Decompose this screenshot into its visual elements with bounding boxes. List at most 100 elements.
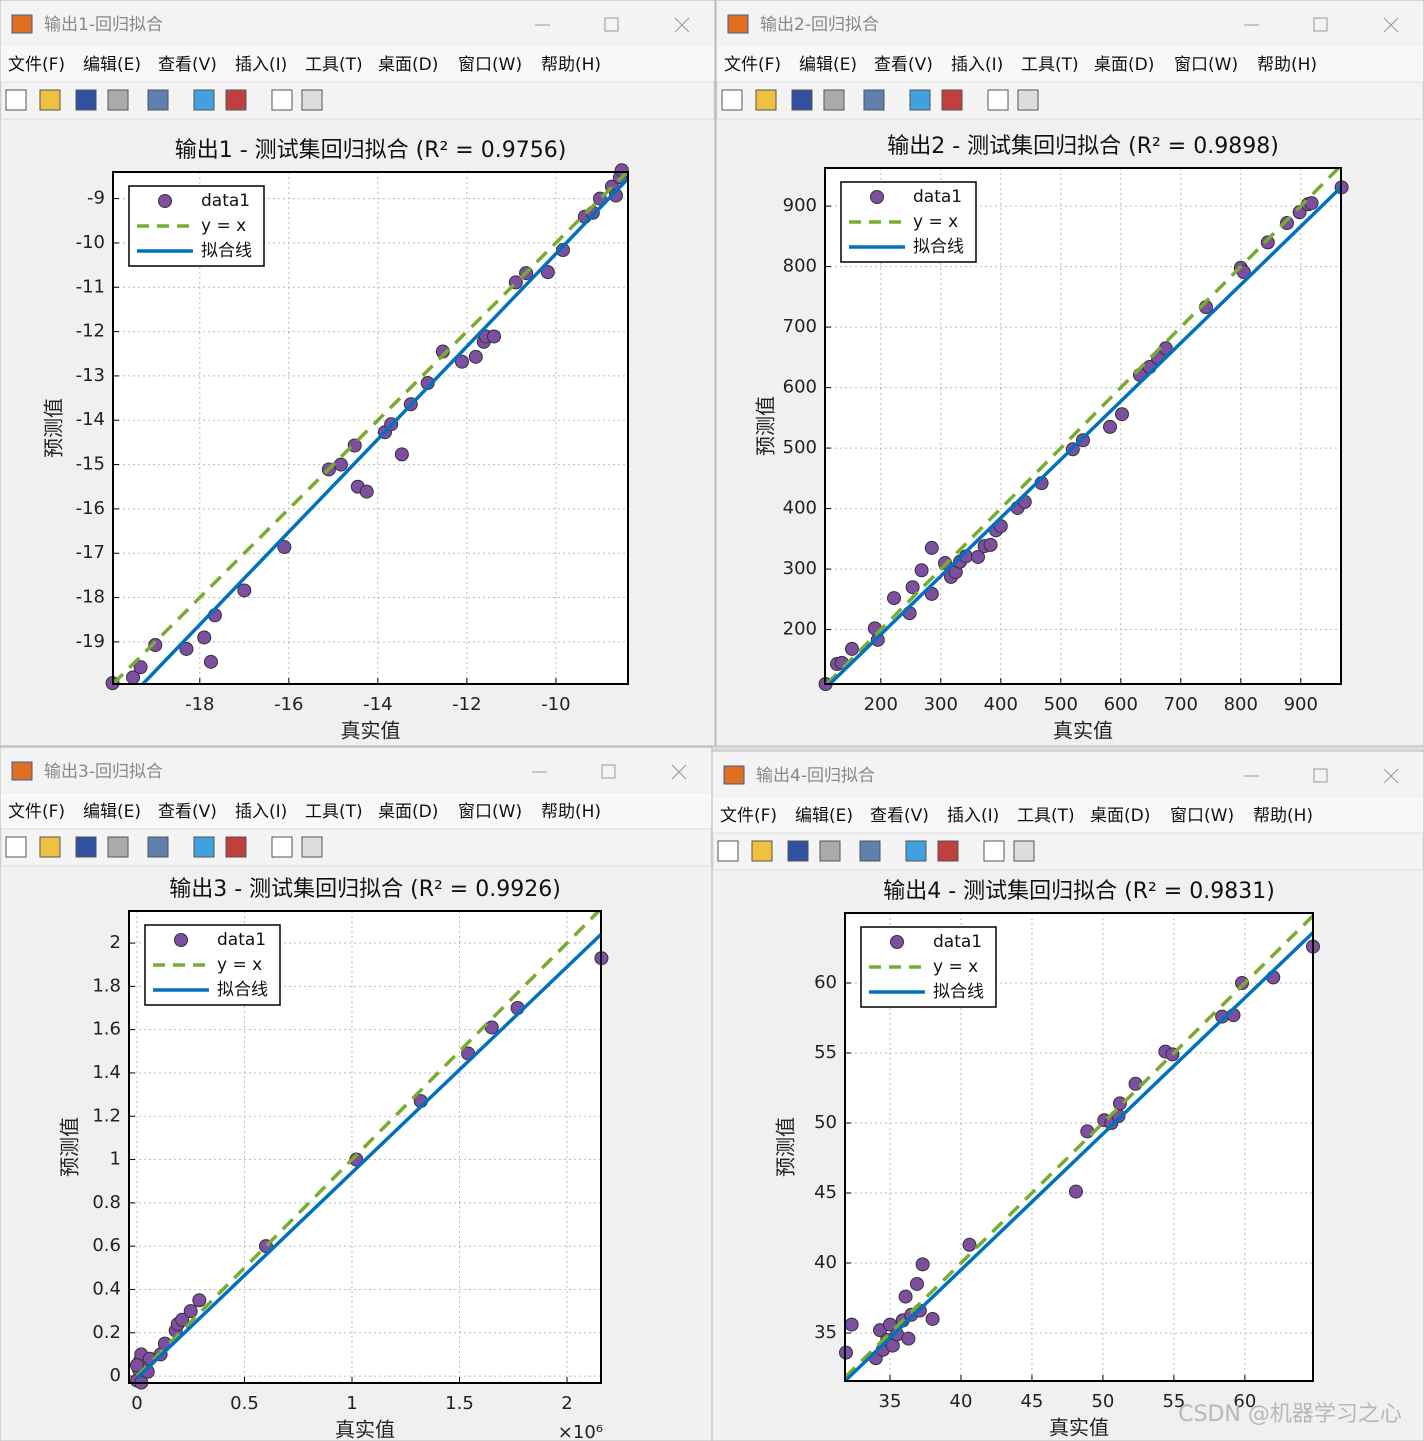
menu-item[interactable]: 窗口(W) <box>1174 55 1238 75</box>
menu-item[interactable]: 查看(V) <box>870 806 929 826</box>
menu-item[interactable]: 插入(I) <box>947 806 999 826</box>
maximize-button[interactable] <box>604 17 619 32</box>
toolbar-button[interactable] <box>193 89 215 111</box>
toolbar-button[interactable] <box>301 89 323 111</box>
x-tick-label: 60 <box>1233 1391 1256 1412</box>
toolbar-button[interactable] <box>271 836 293 858</box>
close-button[interactable] <box>674 17 690 33</box>
toolbar-button[interactable] <box>937 840 959 862</box>
menu-item[interactable]: 帮助(H) <box>541 55 601 75</box>
close-button[interactable] <box>1383 768 1399 784</box>
close-button[interactable] <box>1383 17 1399 33</box>
data-point <box>901 1331 916 1346</box>
app-icon <box>11 761 33 781</box>
toolbar-button[interactable] <box>225 836 247 858</box>
x-multiplier: ×10⁶ <box>558 1422 603 1441</box>
menu-item[interactable]: 窗口(W) <box>458 802 522 822</box>
window-title: 输出4-回归拟合 <box>756 766 875 786</box>
menu-item[interactable]: 窗口(W) <box>458 55 522 75</box>
y-tick-label: 600 <box>783 377 817 398</box>
x-tick-label: -10 <box>541 694 570 715</box>
menu-item[interactable]: 工具(T) <box>305 55 363 75</box>
menu-item[interactable]: 文件(F) <box>724 55 781 75</box>
toolbar-button[interactable] <box>225 89 247 111</box>
toolbar-button[interactable] <box>301 836 323 858</box>
maximize-button[interactable] <box>1313 17 1328 32</box>
toolbar-button[interactable] <box>147 89 169 111</box>
menu-item[interactable]: 桌面(D) <box>378 802 438 822</box>
menu-item[interactable]: 查看(V) <box>158 55 217 75</box>
y-tick-label: 1.6 <box>92 1019 121 1040</box>
toolbar-button[interactable] <box>1013 840 1035 862</box>
toolbar-button[interactable] <box>721 89 743 111</box>
menu-item[interactable]: 编辑(E) <box>799 55 857 75</box>
toolbar-button[interactable] <box>107 89 129 111</box>
close-button[interactable] <box>671 764 687 780</box>
chart-title: 输出4 - 测试集回归拟合 (R² = 0.9831) <box>883 879 1275 904</box>
menu-item[interactable]: 文件(F) <box>8 55 65 75</box>
toolbar-button[interactable] <box>909 89 931 111</box>
toolbar-button[interactable] <box>39 89 61 111</box>
menu-item[interactable]: 工具(T) <box>1021 55 1079 75</box>
menu-item[interactable]: 插入(I) <box>951 55 1003 75</box>
menu-item[interactable]: 查看(V) <box>158 802 217 822</box>
y-tick-label: -18 <box>76 587 105 608</box>
toolbar-button[interactable] <box>755 89 777 111</box>
menu-item[interactable]: 桌面(D) <box>378 55 438 75</box>
menu-item[interactable]: 工具(T) <box>305 802 363 822</box>
menu-item[interactable]: 桌面(D) <box>1090 806 1150 826</box>
toolbar-button[interactable] <box>147 836 169 858</box>
toolbar-button[interactable] <box>5 89 27 111</box>
maximize-button[interactable] <box>1313 768 1328 783</box>
data-point <box>971 549 985 564</box>
menu-item[interactable]: 编辑(E) <box>83 55 141 75</box>
menu-item[interactable]: 文件(F) <box>8 802 65 822</box>
toolbar-button[interactable] <box>941 89 963 111</box>
legend-label: 拟合线 <box>933 982 984 1002</box>
menu-item[interactable]: 工具(T) <box>1017 806 1075 826</box>
toolbar-button[interactable] <box>751 840 773 862</box>
toolbar-button[interactable] <box>859 840 881 862</box>
toolbar-button[interactable] <box>791 89 813 111</box>
toolbar-button[interactable] <box>787 840 809 862</box>
menu-item[interactable]: 插入(I) <box>235 55 287 75</box>
menu-item[interactable]: 帮助(H) <box>1253 806 1313 826</box>
menu-item[interactable]: 帮助(H) <box>1257 55 1317 75</box>
toolbar-button[interactable] <box>193 836 215 858</box>
menu-item[interactable]: 插入(I) <box>235 802 287 822</box>
menu-item[interactable]: 编辑(E) <box>83 802 141 822</box>
legend-marker <box>870 190 884 204</box>
menu-item[interactable]: 文件(F) <box>720 806 777 826</box>
title-bar <box>1 748 711 792</box>
menu-bar <box>717 46 1423 82</box>
toolbar-button[interactable] <box>905 840 927 862</box>
toolbar-button[interactable] <box>75 836 97 858</box>
legend-label: y = x <box>913 212 958 232</box>
toolbar-button[interactable] <box>717 840 739 862</box>
toolbar-button[interactable] <box>5 836 27 858</box>
maximize-button[interactable] <box>601 764 616 779</box>
toolbar-button[interactable] <box>107 836 129 858</box>
series-line <box>843 914 1315 1379</box>
menu-item[interactable]: 窗口(W) <box>1170 806 1234 826</box>
toolbar-button[interactable] <box>823 89 845 111</box>
menu-item[interactable]: 桌面(D) <box>1094 55 1154 75</box>
data-point <box>333 457 348 472</box>
menu-item[interactable]: 帮助(H) <box>541 802 601 822</box>
toolbar-button[interactable] <box>39 836 61 858</box>
menu-item[interactable]: 查看(V) <box>874 55 933 75</box>
toolbar-button[interactable] <box>987 89 1009 111</box>
toolbar-button[interactable] <box>983 840 1005 862</box>
toolbar-button[interactable] <box>819 840 841 862</box>
chart-title: 输出2 - 测试集回归拟合 (R² = 0.9898) <box>887 134 1279 159</box>
menu-item[interactable]: 编辑(E) <box>795 806 853 826</box>
x-axis-label: 真实值 <box>1049 1416 1109 1440</box>
toolbar-button[interactable] <box>271 89 293 111</box>
legend-marker <box>890 935 904 949</box>
toolbar-button[interactable] <box>863 89 885 111</box>
app-icon <box>727 14 749 34</box>
toolbar-button[interactable] <box>1017 89 1039 111</box>
toolbar-button[interactable] <box>75 89 97 111</box>
y-axis-label: 预测值 <box>774 1117 798 1177</box>
